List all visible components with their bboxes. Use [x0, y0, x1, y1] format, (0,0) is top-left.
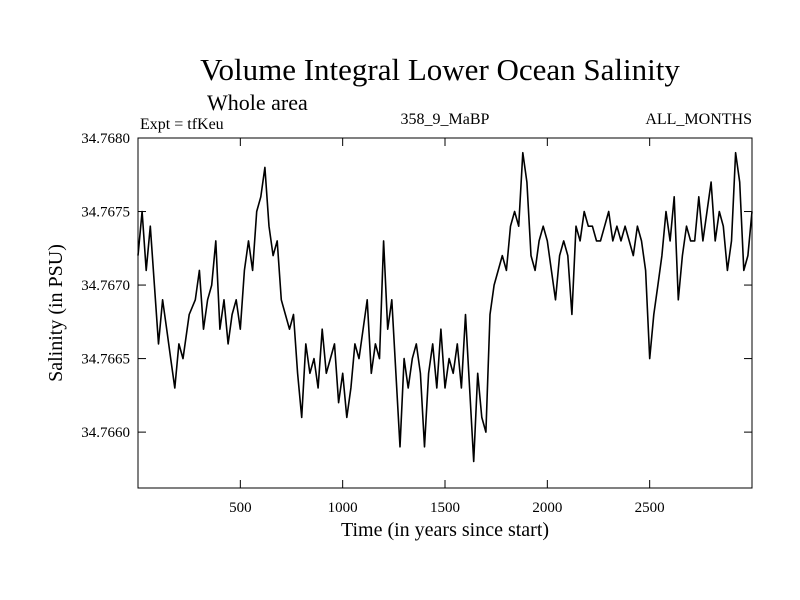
x-axis: 500 1000 1500 2000 2500: [229, 138, 665, 516]
x-tick-label: 2500: [635, 500, 665, 516]
chart-subtitle: Whole area: [207, 90, 308, 115]
x-axis-label: Time (in years since start): [341, 519, 549, 541]
y-tick-label: 34.7660: [81, 425, 130, 441]
annotation-right: ALL_MONTHS: [645, 111, 752, 128]
annotation-center: 358_9_MaBP: [401, 111, 490, 128]
x-tick-label: 1000: [328, 500, 358, 516]
plot-frame: [137, 137, 753, 489]
series-line: [137, 151, 753, 463]
y-tick-label: 34.7675: [81, 205, 130, 221]
y-tick-label: 34.7670: [81, 278, 130, 294]
x-tick-label: 1500: [430, 500, 460, 516]
x-tick-label: 500: [229, 500, 252, 516]
y-tick-label: 34.7665: [81, 352, 130, 368]
chart-title: Volume Integral Lower Ocean Salinity: [200, 52, 680, 87]
annotation-left: Expt = tfKeu: [140, 116, 224, 133]
y-tick-label: 34.7680: [81, 131, 130, 147]
x-tick-label: 2000: [532, 500, 562, 516]
y-axis: 34.7660 34.7665 34.7670 34.7675 34.7680: [81, 131, 752, 441]
y-axis-label: Salinity (in PSU): [45, 244, 67, 382]
